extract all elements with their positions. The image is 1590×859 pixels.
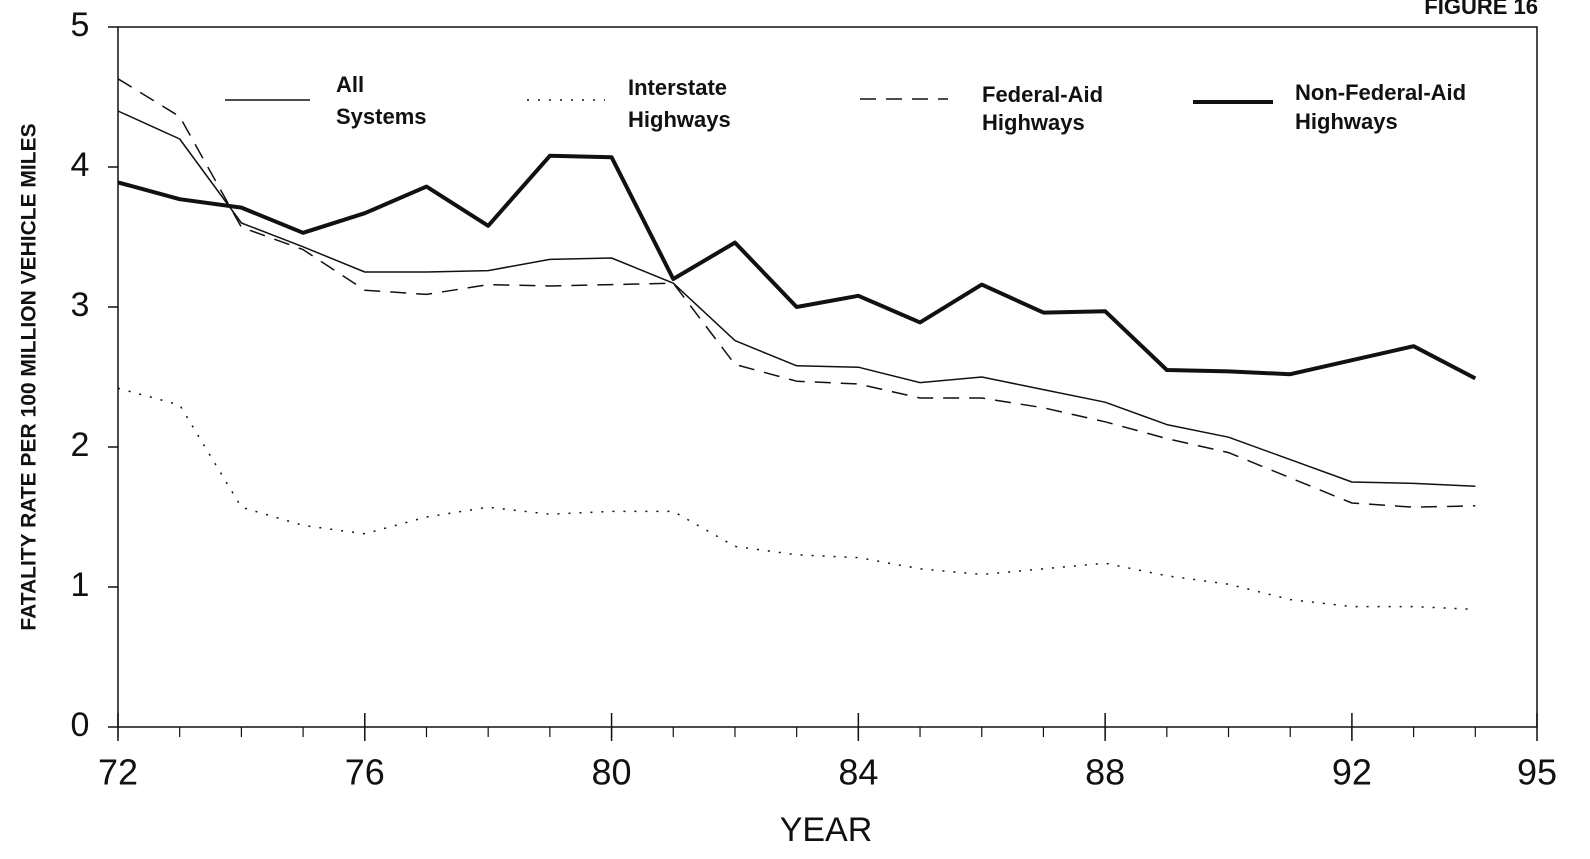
series-line <box>117 78 1476 508</box>
legend-line: Interstate <box>628 75 727 100</box>
x-tick-label: 72 <box>98 752 138 793</box>
series-line <box>117 387 1476 611</box>
x-tick-label: 88 <box>1085 752 1125 793</box>
legend-label: All Systems <box>336 72 427 129</box>
legend-line: Highways <box>1295 109 1398 134</box>
legend-line: Highways <box>982 110 1085 135</box>
series-line <box>117 110 1476 487</box>
legend-label: Interstate Highways <box>628 75 731 132</box>
x-axis-title: YEAR <box>780 811 873 849</box>
legend-line: Highways <box>628 107 731 132</box>
chart-title: FIGURE 16 <box>1424 0 1538 19</box>
legend-line: All <box>336 72 364 97</box>
legend-line: Systems <box>336 104 427 129</box>
y-tick-label: 2 <box>71 426 90 464</box>
y-tick-label: 3 <box>71 286 90 324</box>
series-line <box>117 153 1477 381</box>
legend-label: Federal-Aid Highways <box>982 82 1103 135</box>
x-tick-label: 80 <box>592 752 632 793</box>
x-tick-label: 76 <box>345 752 385 793</box>
y-tick-label: 1 <box>71 566 90 604</box>
legend-line: Non-Federal-Aid <box>1295 80 1466 105</box>
x-tick-label: 84 <box>838 752 878 793</box>
y-tick-label: 5 <box>71 6 90 44</box>
y-tick-label: 4 <box>71 146 90 184</box>
legend-label: Non-Federal-Aid Highways <box>1295 80 1466 134</box>
legend-line: Federal-Aid <box>982 82 1103 107</box>
y-axis-title: FATALITY RATE PER 100 MILLION VEHICLE MI… <box>18 123 41 630</box>
x-tick-label: 92 <box>1332 752 1372 793</box>
plot-frame <box>117 26 1538 728</box>
y-tick-label: 0 <box>71 706 90 744</box>
x-tick-label: 95 <box>1517 752 1557 793</box>
